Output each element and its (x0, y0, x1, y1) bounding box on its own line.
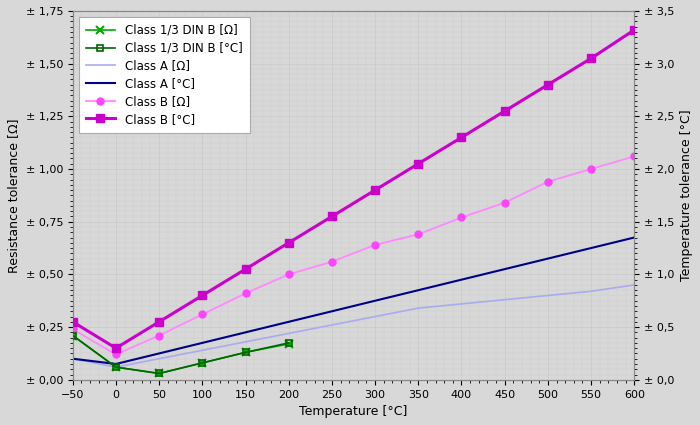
Class A [°C] (414, 288, 423, 293)
Class A [°C] (241, 330, 250, 335)
Class B [°C] (328, 214, 336, 219)
Class A [°C] (544, 256, 552, 261)
Class 1/3 DIN B [°C] (284, 340, 293, 346)
Class A [Ω] (69, 356, 77, 361)
Class B [°C] (500, 108, 509, 113)
Class B [°C] (630, 27, 638, 32)
Class B [°C] (155, 319, 163, 324)
Class B [Ω] (328, 259, 336, 264)
Class A [Ω] (241, 339, 250, 344)
Line: Class 1/3 DIN B [°C]: Class 1/3 DIN B [°C] (69, 332, 292, 377)
Class A [Ω] (630, 282, 638, 287)
Class 1/3 DIN B [Ω] (198, 360, 206, 366)
Class 1/3 DIN B [°C] (69, 333, 77, 338)
Class B [Ω] (69, 327, 77, 332)
X-axis label: Temperature [°C]: Temperature [°C] (300, 405, 407, 418)
Line: Class 1/3 DIN B [Ω]: Class 1/3 DIN B [Ω] (69, 332, 293, 378)
Class B [°C] (112, 346, 120, 351)
Class B [Ω] (198, 312, 206, 317)
Class B [°C] (69, 319, 77, 324)
Class A [Ω] (544, 293, 552, 298)
Class A [°C] (155, 351, 163, 356)
Class B [Ω] (241, 291, 250, 296)
Class B [°C] (544, 82, 552, 87)
Class A [°C] (328, 309, 336, 314)
Class B [Ω] (630, 154, 638, 159)
Class A [Ω] (457, 301, 466, 306)
Class B [°C] (587, 56, 595, 61)
Class A [°C] (69, 356, 77, 361)
Class 1/3 DIN B [Ω] (69, 333, 77, 338)
Class A [°C] (587, 246, 595, 251)
Line: Class A [°C]: Class A [°C] (73, 238, 634, 364)
Class 1/3 DIN B [Ω] (284, 341, 293, 346)
Class B [Ω] (112, 352, 120, 357)
Class A [°C] (457, 277, 466, 282)
Class A [Ω] (328, 323, 336, 328)
Y-axis label: Temperature tolerance [°C]: Temperature tolerance [°C] (680, 110, 693, 281)
Class A [°C] (500, 266, 509, 272)
Class 1/3 DIN B [°C] (112, 365, 120, 370)
Line: Class B [°C]: Class B [°C] (69, 26, 638, 352)
Y-axis label: Resistance tolerance [Ω]: Resistance tolerance [Ω] (7, 118, 20, 272)
Class 1/3 DIN B [Ω] (155, 371, 163, 376)
Class B [Ω] (457, 215, 466, 220)
Class B [Ω] (544, 179, 552, 184)
Class B [Ω] (371, 242, 379, 247)
Class A [°C] (112, 361, 120, 366)
Class A [°C] (630, 235, 638, 240)
Class B [Ω] (284, 272, 293, 277)
Class B [°C] (371, 187, 379, 193)
Class A [Ω] (371, 314, 379, 319)
Class 1/3 DIN B [°C] (241, 350, 250, 355)
Class 1/3 DIN B [°C] (198, 360, 206, 366)
Class B [°C] (284, 240, 293, 245)
Class A [°C] (198, 340, 206, 346)
Class B [Ω] (155, 333, 163, 338)
Class B [°C] (414, 161, 423, 166)
Class B [Ω] (414, 232, 423, 237)
Class A [Ω] (284, 331, 293, 336)
Class A [Ω] (155, 356, 163, 361)
Class B [°C] (457, 135, 466, 140)
Class A [Ω] (112, 365, 120, 370)
Class 1/3 DIN B [Ω] (241, 350, 250, 355)
Class A [Ω] (587, 289, 595, 294)
Class B [°C] (241, 266, 250, 272)
Class 1/3 DIN B [°C] (155, 371, 163, 376)
Class A [°C] (284, 319, 293, 324)
Legend: Class 1/3 DIN B [Ω], Class 1/3 DIN B [°C], Class A [Ω], Class A [°C], Class B [Ω: Class 1/3 DIN B [Ω], Class 1/3 DIN B [°C… (78, 17, 249, 133)
Line: Class B [Ω]: Class B [Ω] (69, 153, 638, 358)
Class B [°C] (198, 293, 206, 298)
Class 1/3 DIN B [Ω] (112, 365, 120, 370)
Class A [Ω] (414, 306, 423, 311)
Class A [°C] (371, 298, 379, 303)
Class A [Ω] (500, 297, 509, 302)
Class B [Ω] (587, 167, 595, 172)
Class A [Ω] (198, 348, 206, 353)
Line: Class A [Ω]: Class A [Ω] (73, 285, 634, 367)
Class B [Ω] (500, 200, 509, 205)
